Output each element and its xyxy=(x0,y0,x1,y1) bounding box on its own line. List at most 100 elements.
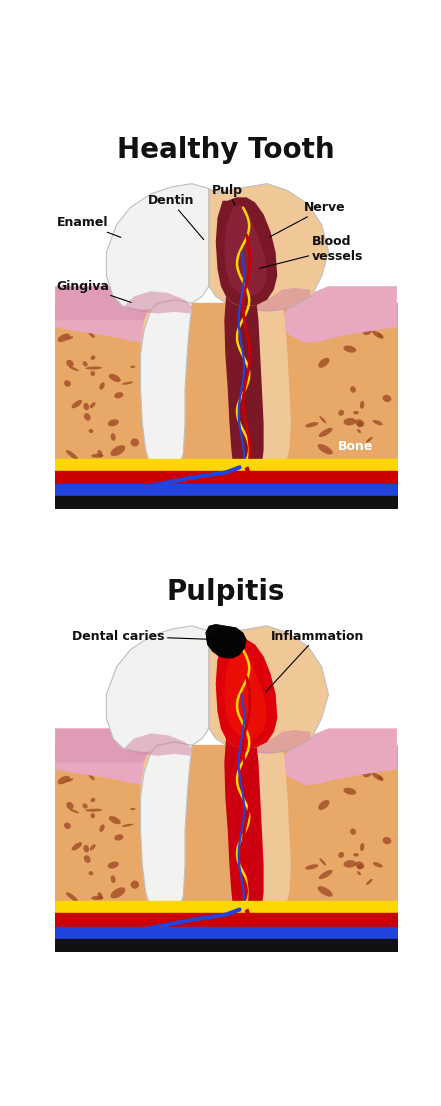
Polygon shape xyxy=(123,291,192,313)
Polygon shape xyxy=(206,624,247,658)
Ellipse shape xyxy=(344,787,356,795)
Ellipse shape xyxy=(351,322,362,332)
Ellipse shape xyxy=(328,328,333,334)
Ellipse shape xyxy=(66,802,74,810)
Text: Pulp: Pulp xyxy=(213,184,243,205)
Polygon shape xyxy=(224,205,267,296)
Ellipse shape xyxy=(90,321,101,328)
Ellipse shape xyxy=(90,403,96,408)
Ellipse shape xyxy=(131,880,139,889)
Ellipse shape xyxy=(111,887,125,898)
Ellipse shape xyxy=(91,896,104,900)
Title: Healthy Tooth: Healthy Tooth xyxy=(117,136,335,164)
Ellipse shape xyxy=(111,876,116,883)
Ellipse shape xyxy=(372,331,384,338)
Title: Pulpitis: Pulpitis xyxy=(167,578,285,606)
Ellipse shape xyxy=(86,366,102,369)
Ellipse shape xyxy=(344,345,356,353)
Ellipse shape xyxy=(82,362,88,366)
Ellipse shape xyxy=(83,845,89,853)
Text: Enamel: Enamel xyxy=(57,217,121,238)
Ellipse shape xyxy=(372,773,384,781)
Ellipse shape xyxy=(90,813,95,818)
Ellipse shape xyxy=(373,420,383,426)
Polygon shape xyxy=(106,184,329,310)
Ellipse shape xyxy=(377,775,383,780)
Polygon shape xyxy=(243,730,311,754)
Polygon shape xyxy=(141,300,192,472)
Text: Nerve: Nerve xyxy=(269,201,346,237)
Ellipse shape xyxy=(360,843,364,851)
Ellipse shape xyxy=(357,421,363,427)
Ellipse shape xyxy=(84,413,90,420)
Ellipse shape xyxy=(305,864,318,869)
Polygon shape xyxy=(281,729,397,785)
Polygon shape xyxy=(243,288,311,312)
Ellipse shape xyxy=(71,400,82,408)
Ellipse shape xyxy=(372,313,387,319)
Ellipse shape xyxy=(90,844,96,851)
Ellipse shape xyxy=(122,824,133,827)
Ellipse shape xyxy=(355,862,364,869)
Ellipse shape xyxy=(373,862,383,867)
Text: Dentin: Dentin xyxy=(147,195,204,240)
Ellipse shape xyxy=(305,422,318,427)
Ellipse shape xyxy=(111,446,125,456)
Ellipse shape xyxy=(97,893,103,899)
Ellipse shape xyxy=(351,764,362,774)
Ellipse shape xyxy=(318,444,333,455)
Polygon shape xyxy=(224,296,264,472)
Ellipse shape xyxy=(89,774,95,780)
Ellipse shape xyxy=(130,807,135,811)
Ellipse shape xyxy=(122,382,133,385)
Polygon shape xyxy=(224,646,267,739)
Text: Dental caries: Dental caries xyxy=(72,629,213,643)
Ellipse shape xyxy=(353,853,359,857)
Polygon shape xyxy=(55,286,172,343)
Ellipse shape xyxy=(366,437,373,442)
Polygon shape xyxy=(106,626,329,752)
Ellipse shape xyxy=(111,434,116,441)
Ellipse shape xyxy=(320,327,336,333)
Polygon shape xyxy=(106,626,209,752)
Polygon shape xyxy=(224,739,264,915)
Ellipse shape xyxy=(114,834,123,841)
Text: Gingiva: Gingiva xyxy=(57,280,131,302)
Ellipse shape xyxy=(109,816,121,824)
Polygon shape xyxy=(243,300,291,474)
Polygon shape xyxy=(141,742,192,915)
Ellipse shape xyxy=(58,334,70,342)
Ellipse shape xyxy=(377,333,383,337)
Ellipse shape xyxy=(382,837,391,844)
Ellipse shape xyxy=(64,380,71,387)
Ellipse shape xyxy=(357,864,363,869)
Ellipse shape xyxy=(66,359,74,367)
Ellipse shape xyxy=(319,416,326,424)
Polygon shape xyxy=(123,733,192,755)
Ellipse shape xyxy=(99,824,105,832)
Polygon shape xyxy=(55,729,172,785)
Ellipse shape xyxy=(360,400,364,409)
Ellipse shape xyxy=(86,808,102,812)
Ellipse shape xyxy=(114,393,123,398)
Ellipse shape xyxy=(108,419,119,427)
Polygon shape xyxy=(216,639,277,749)
Ellipse shape xyxy=(66,450,78,460)
Polygon shape xyxy=(281,286,397,343)
Ellipse shape xyxy=(319,870,333,879)
Ellipse shape xyxy=(344,418,356,426)
Ellipse shape xyxy=(66,336,73,340)
Ellipse shape xyxy=(83,403,89,410)
Ellipse shape xyxy=(366,879,373,885)
Polygon shape xyxy=(216,197,277,306)
Ellipse shape xyxy=(344,860,356,867)
Ellipse shape xyxy=(90,797,95,802)
Ellipse shape xyxy=(108,862,119,868)
Ellipse shape xyxy=(338,410,344,416)
Ellipse shape xyxy=(131,438,139,447)
Ellipse shape xyxy=(109,374,121,382)
Ellipse shape xyxy=(318,800,329,810)
Ellipse shape xyxy=(71,842,82,851)
Ellipse shape xyxy=(116,751,129,762)
Ellipse shape xyxy=(84,855,90,863)
